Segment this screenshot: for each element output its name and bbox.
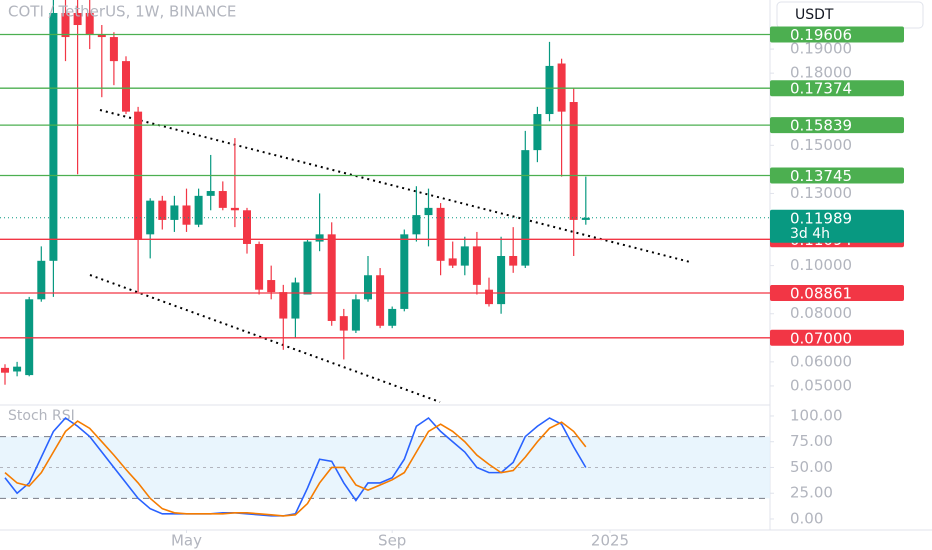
candle-body [388,308,397,326]
candle-body [485,289,493,305]
candle-body [170,205,179,220]
candle-body [581,217,590,220]
level-label: 0.13745 [790,167,852,185]
candle-body [327,234,336,321]
candle-body [37,260,46,300]
level-label-box [770,285,904,302]
y-tick-label: 0.18000 [790,64,852,82]
level-label-box [770,26,904,43]
candle-body [49,12,58,261]
candle-body [158,200,167,220]
x-tick-label: 2025 [591,532,629,550]
candle-body [400,234,409,309]
last-price-box [770,209,904,243]
chart-title: COTI / TetherUS, 1W, BINANCE [8,3,236,21]
candle-body [243,210,251,244]
candle-body [339,316,348,331]
candle-body [109,37,118,62]
y-tick-label: 0.15000 [790,136,852,154]
y-tick-label: 0.10000 [790,256,852,274]
candle-body [218,191,227,208]
y-tick-label: 50.00 [790,458,833,476]
candle-body [1,367,9,373]
candle-body [97,34,106,38]
candle-body [460,246,469,266]
candle-body [61,12,70,38]
level-label: 0.17374 [790,80,852,98]
candle-body [122,61,130,112]
level-label-box [770,167,904,184]
candle-body [206,191,215,196]
candle-body [533,114,542,151]
currency[interactable]: USDT [795,7,834,23]
candle-body [569,102,578,220]
candle-body [255,243,264,290]
x-tick-label: May [171,532,202,550]
level-label-box [770,329,904,346]
candle-body [472,246,481,285]
level-label: 0.19606 [790,26,852,44]
candle-body [85,12,94,35]
y-tick-label: 0.13000 [790,184,852,202]
y-tick-label: 0.08000 [790,304,852,322]
candle-body [194,195,203,225]
candle-body [497,255,506,305]
y-tick-label: 100.00 [790,406,843,424]
candle-body [521,150,530,266]
level-label: 0.07000 [790,329,852,347]
candle-body [545,65,554,115]
last-price-label: 0.11989 [790,209,852,227]
indicator-title: Stoch RSI [8,408,75,424]
y-tick-label: 0.00 [790,509,823,527]
candle-body [73,12,82,26]
candle-body [182,205,191,225]
candle-body [436,207,445,261]
candle-body [315,234,324,242]
level-label-box [770,80,904,97]
y-tick-label: 0.06000 [790,352,852,370]
y-tick-label: 25.00 [790,484,833,502]
level-label-box [770,117,904,134]
candle-body [303,241,312,295]
candle-body [291,282,300,319]
candle-body [509,255,518,266]
level-label: 0.08861 [790,285,852,303]
candle-body [267,280,276,293]
candle-body [351,299,360,331]
countdown: 3d 4h [790,226,830,242]
trendline [89,274,441,403]
y-tick-label: 0.19000 [790,40,852,58]
candle-body [364,275,372,300]
candle-body [230,207,239,211]
candle-body [279,292,288,319]
stoch-line [4,420,587,517]
candle-body [448,258,457,266]
candle-body [376,275,385,326]
level-label: 0.15839 [790,117,852,135]
candle-body [146,200,155,235]
y-tick-label: 75.00 [790,432,833,450]
candle-body [412,215,421,235]
y-tick-label: 0.05000 [790,376,852,394]
candle-body [13,366,22,372]
x-tick-label: Sep [378,532,406,550]
candle-body [424,207,433,216]
